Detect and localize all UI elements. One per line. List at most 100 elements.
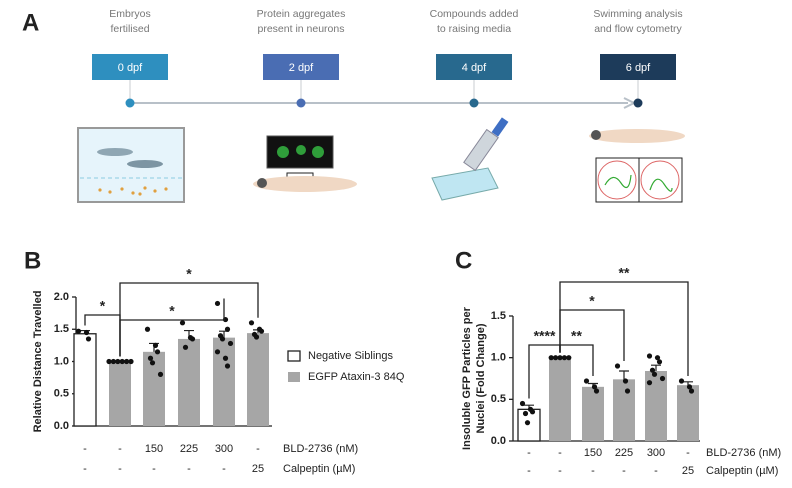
step-box — [263, 54, 339, 80]
data-point — [248, 320, 255, 326]
data-point — [214, 349, 221, 355]
step-caption: Swimming analysis — [593, 8, 682, 20]
treatment-label: 150 — [584, 447, 602, 459]
significance-label: * — [589, 293, 595, 309]
y-tick-label: 0.0 — [54, 420, 69, 432]
fish — [97, 148, 133, 156]
panel-label: B — [24, 247, 41, 274]
treatment-label: - — [222, 463, 226, 475]
data-point — [147, 355, 154, 361]
data-point — [152, 342, 159, 348]
y-axis-label: Nuclei (Fold Change) — [475, 323, 487, 433]
data-point — [224, 363, 231, 369]
y-tick-label: 1.5 — [54, 323, 69, 335]
bar — [613, 379, 635, 441]
data-point — [149, 360, 156, 366]
data-point — [622, 378, 629, 384]
data-point — [110, 358, 116, 365]
step-box — [436, 54, 512, 80]
treatment-label: 300 — [647, 447, 665, 459]
larva — [253, 176, 357, 192]
step-caption: Protein aggregates — [257, 8, 346, 20]
step-label: 6 dpf — [626, 62, 651, 74]
plate — [431, 167, 499, 201]
significance-bracket — [559, 281, 689, 376]
treatment-label: - — [83, 463, 87, 475]
step-caption: Compounds added — [430, 8, 519, 20]
data-point — [214, 300, 221, 307]
larva — [589, 129, 685, 143]
bar — [677, 385, 699, 441]
data-point — [253, 334, 260, 340]
data-point — [219, 336, 226, 342]
data-point — [144, 326, 151, 332]
data-point — [529, 409, 536, 415]
data-point — [224, 326, 231, 332]
panel-label: A — [22, 9, 39, 36]
significance-bracket — [559, 309, 625, 361]
step-caption: fertilised — [110, 23, 149, 35]
step-caption: present in neurons — [258, 23, 345, 35]
significance-label: * — [186, 266, 192, 282]
y-tick-label: 1.0 — [491, 352, 506, 364]
y-tick-label: 2.0 — [54, 291, 69, 303]
step-dot — [469, 98, 479, 108]
step-dot — [633, 98, 643, 108]
y-tick-label: 0.5 — [491, 393, 506, 405]
data-point — [227, 340, 234, 347]
data-point — [157, 371, 164, 377]
data-point — [548, 355, 554, 361]
step-label: 2 dpf — [289, 62, 314, 74]
data-point — [651, 371, 658, 377]
treatment-name: BLD-2736 (nM) — [706, 447, 781, 459]
data-point — [524, 420, 531, 426]
bar — [213, 337, 235, 426]
bar — [549, 357, 571, 441]
treatment-label: - — [527, 465, 531, 477]
significance-label: ** — [619, 265, 630, 281]
data-point — [124, 358, 130, 365]
fish — [127, 160, 163, 168]
data-point — [656, 359, 663, 365]
legend-label: Negative Siblings — [308, 350, 393, 362]
data-point — [179, 320, 186, 326]
step-dot — [125, 98, 135, 108]
treatment-label: - — [591, 465, 595, 477]
pipette — [463, 128, 499, 172]
data-point — [566, 355, 572, 361]
treatment-label: 225 — [180, 443, 198, 455]
data-point — [85, 336, 92, 342]
step-label: 4 dpf — [462, 62, 487, 74]
step-caption: to raising media — [437, 23, 511, 35]
step-box — [92, 54, 168, 80]
data-point — [646, 380, 653, 386]
data-point — [522, 410, 529, 417]
data-point — [75, 328, 82, 334]
treatment-name: Calpeptin (µM) — [283, 463, 355, 475]
data-point — [624, 388, 631, 394]
data-point — [649, 367, 656, 373]
treatment-label: - — [558, 447, 562, 459]
y-tick-label: 1.5 — [491, 310, 506, 322]
treatment-label: - — [256, 443, 260, 455]
data-point — [688, 388, 695, 394]
data-point — [593, 388, 600, 394]
treatment-label: - — [558, 465, 562, 477]
treatment-name: BLD-2736 (nM) — [283, 443, 358, 455]
treatment-label: - — [187, 463, 191, 475]
error-bar — [651, 364, 661, 371]
y-tick-label: 1.0 — [54, 355, 69, 367]
step-label: 0 dpf — [118, 62, 143, 74]
legend-swatch — [288, 372, 300, 382]
bar — [73, 333, 97, 427]
treatment-label: - — [622, 465, 626, 477]
data-point — [678, 378, 685, 384]
data-point — [115, 358, 121, 365]
error-bar — [683, 381, 693, 386]
treatment-label: 225 — [615, 447, 633, 459]
data-point — [557, 355, 563, 361]
treatment-name: Calpeptin (µM) — [706, 465, 778, 477]
treatment-label: - — [152, 463, 156, 475]
data-point — [128, 358, 134, 365]
